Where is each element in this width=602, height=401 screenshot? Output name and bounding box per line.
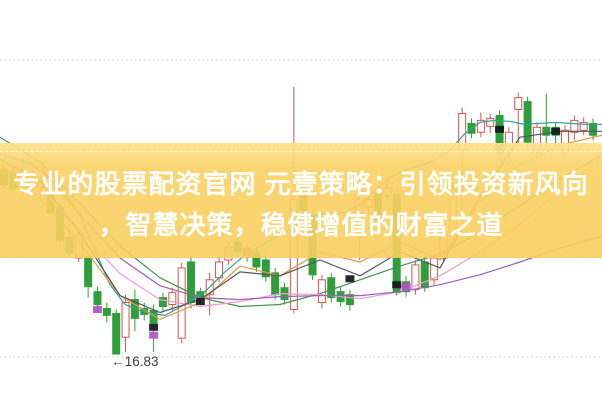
- signal-marker: [149, 323, 159, 331]
- candle-up: [168, 292, 177, 306]
- candle-up: [476, 119, 485, 133]
- candle-up: [570, 119, 579, 133]
- candle-down: [345, 294, 354, 306]
- candle-up: [514, 97, 523, 111]
- promo-text-line1: 专业的股票配资官网 元壹策略：引领投资新风向: [13, 169, 589, 199]
- signal-marker: [495, 125, 505, 133]
- candle-up: [121, 302, 130, 338]
- candle-up: [430, 257, 439, 281]
- candle-down: [84, 256, 93, 288]
- signal-marker: [93, 305, 102, 313]
- signal-marker: [551, 127, 561, 135]
- promo-banner: 专业的股票配资官网 元壹策略：引领投资新风向 ，智慧决策，稳健增值的财富之道: [0, 143, 602, 258]
- candle-up: [317, 279, 326, 304]
- promo-text-line2: ，智慧决策，稳健增值的财富之道: [98, 210, 504, 240]
- low-price-annotation: ←16.83: [111, 354, 158, 369]
- candle-down: [93, 291, 102, 306]
- candle-down: [523, 101, 532, 143]
- signal-marker: [195, 298, 205, 306]
- candle-down: [187, 261, 195, 304]
- candle-up: [579, 121, 588, 131]
- signal-marker: [345, 275, 355, 283]
- candle-up: [486, 117, 495, 127]
- promo-text: 专业的股票配资官网 元壹策略：引领投资新风向 ，智慧决策，稳健增值的财富之道: [0, 164, 602, 246]
- signal-marker: [401, 283, 411, 291]
- candle-down: [149, 309, 158, 324]
- candle-down: [420, 261, 429, 289]
- ma-violet: [39, 166, 602, 301]
- banner-dashed-line: [0, 151, 602, 152]
- candle-down: [261, 259, 270, 278]
- candle-down: [102, 307, 111, 316]
- candle-down: [589, 122, 598, 136]
- candle-up: [411, 264, 420, 291]
- candle-down: [542, 126, 551, 136]
- candle-down: [158, 297, 167, 308]
- signal-marker: [149, 331, 159, 339]
- candle-down: [112, 312, 121, 355]
- candle-down: [327, 277, 336, 299]
- signal-marker: [392, 281, 402, 289]
